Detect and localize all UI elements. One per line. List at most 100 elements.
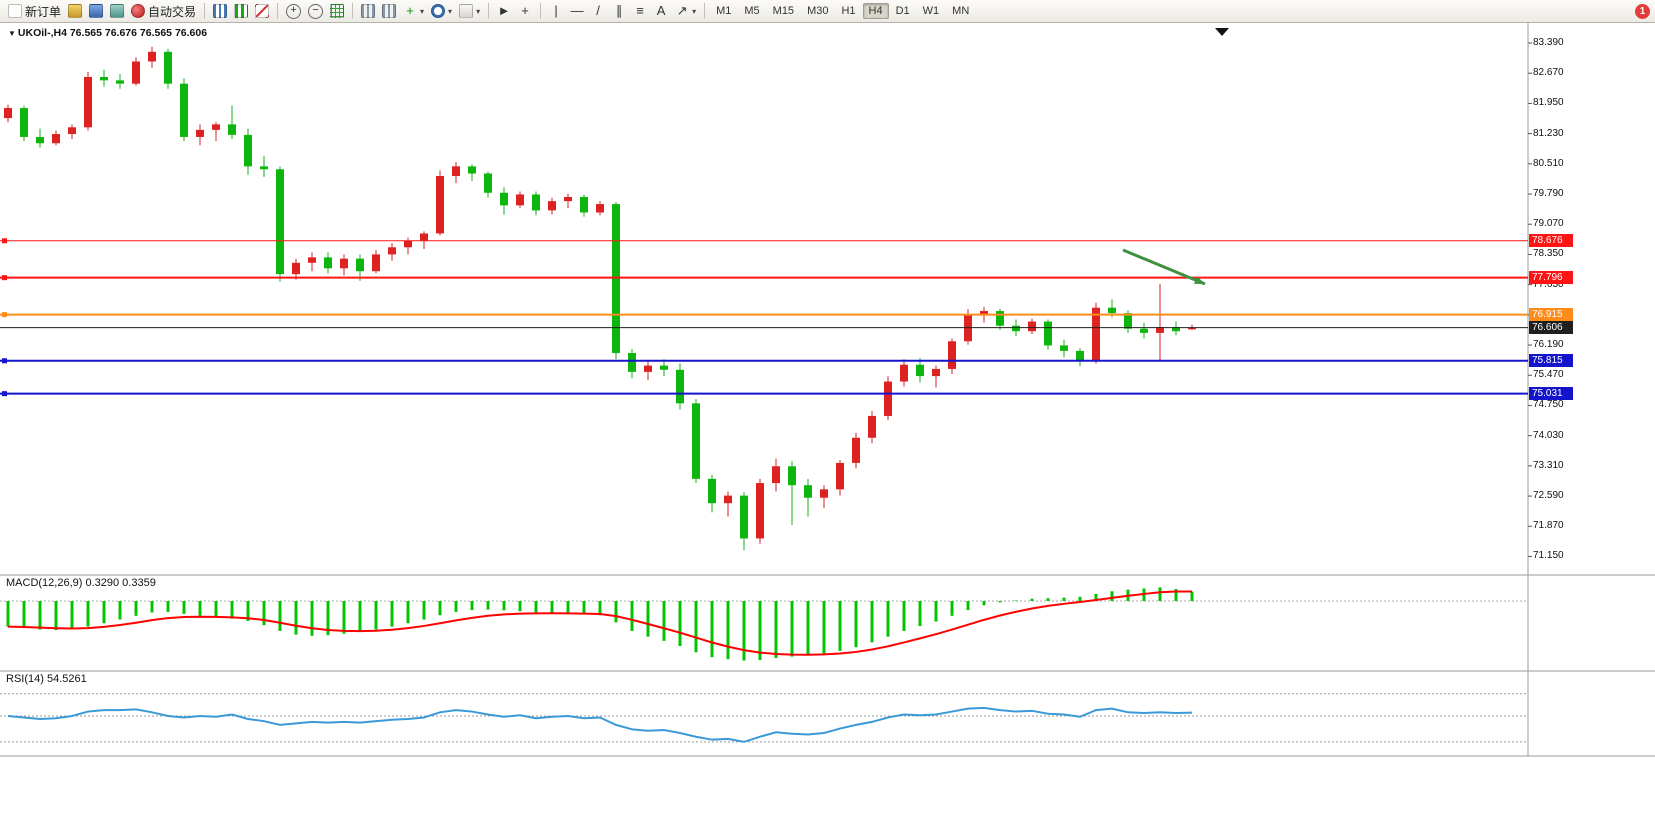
zoom-out-button[interactable]: − — [305, 3, 326, 20]
timeframe-m5[interactable]: M5 — [744, 5, 760, 17]
candle — [900, 359, 908, 387]
auto-scroll-button[interactable] — [358, 3, 378, 19]
timeframe-m1[interactable]: M1 — [716, 5, 732, 17]
new-order-button-label: 新订单 — [25, 4, 62, 19]
market-watch-icon — [89, 4, 104, 18]
candle — [996, 308, 1004, 330]
candle — [1124, 310, 1132, 333]
candle — [84, 71, 92, 131]
candle — [148, 46, 156, 68]
candle — [580, 194, 588, 217]
candle — [164, 48, 172, 89]
horizontal-line-button[interactable]: — — [567, 3, 587, 19]
vertical-line-button-icon: | — [554, 3, 558, 18]
add-indicator-button[interactable]: + ▾ — [400, 3, 427, 19]
timeframe-mn[interactable]: MN — [952, 5, 970, 17]
hline-anchor[interactable] — [2, 238, 7, 244]
charts-button[interactable] — [65, 3, 85, 19]
candle — [388, 243, 396, 261]
auto-trading-button[interactable]: 自动交易 — [128, 2, 199, 21]
candle — [692, 399, 700, 484]
candle — [852, 432, 860, 469]
dropdown-caret-icon: ▾ — [448, 6, 453, 16]
add-indicator-button-icon: + — [406, 3, 414, 18]
macd-histogram — [6, 587, 1194, 661]
auto-trading-button-label: 自动交易 — [148, 4, 197, 19]
auto-scroll-icon — [361, 4, 376, 18]
candle — [276, 166, 284, 282]
vertical-line-button[interactable]: | — [546, 3, 566, 19]
candle — [740, 492, 748, 551]
candle — [468, 164, 476, 182]
chart-shift-button[interactable] — [379, 3, 399, 19]
crosshair-button[interactable]: + — [515, 3, 535, 19]
candle — [500, 187, 508, 215]
new-order-button[interactable]: 新订单 — [5, 2, 64, 21]
hline-anchor[interactable] — [2, 358, 7, 364]
candle — [644, 361, 652, 381]
candle — [1076, 347, 1084, 367]
candle — [868, 410, 876, 444]
candlestick-chart-icon — [234, 4, 249, 18]
candle — [484, 171, 492, 198]
line-chart-button[interactable] — [252, 3, 272, 19]
trend-line-button[interactable]: / — [588, 3, 608, 19]
trend-line-button-icon: / — [596, 3, 600, 18]
timeframe-w1[interactable]: W1 — [922, 5, 940, 17]
candle — [1092, 302, 1100, 364]
candle — [68, 124, 76, 140]
template-button[interactable]: ▾ — [456, 3, 483, 19]
timeframe-d1[interactable]: D1 — [895, 5, 910, 17]
horizontal-line-button-icon: — — [570, 3, 584, 18]
line-chart-icon — [255, 4, 270, 18]
market-watch-button[interactable] — [86, 3, 106, 19]
candle — [820, 485, 828, 509]
candle — [532, 191, 540, 216]
hline-anchor[interactable] — [2, 391, 7, 397]
tile-windows-button[interactable] — [327, 3, 347, 19]
timeframe-m15[interactable]: M15 — [772, 5, 795, 17]
candle — [1140, 322, 1148, 339]
timeframe-h1[interactable]: H1 — [841, 5, 856, 17]
candle — [36, 128, 44, 148]
timeframe-m30[interactable]: M30 — [807, 5, 829, 17]
candle — [756, 478, 764, 544]
candle — [836, 459, 844, 496]
hline-anchor[interactable] — [2, 275, 7, 281]
candle — [52, 130, 60, 146]
text-label-button[interactable]: A — [651, 3, 671, 19]
cursor-button-icon: ► — [497, 3, 511, 18]
candle — [180, 78, 188, 142]
notification-badge[interactable]: 1 — [1635, 3, 1650, 19]
arrows-button[interactable]: ↗ ▾ — [672, 3, 699, 19]
chart-shift-marker[interactable] — [1215, 28, 1229, 36]
template-icon — [459, 4, 474, 18]
data-window-button[interactable] — [107, 3, 127, 19]
period-button[interactable]: ▾ — [428, 3, 455, 19]
candlestick-chart-button[interactable] — [231, 3, 251, 19]
candle — [948, 338, 956, 374]
toolbar-separator — [204, 3, 206, 19]
candle — [564, 193, 572, 209]
candle — [916, 358, 924, 383]
candlesticks — [4, 46, 1196, 551]
candle — [676, 363, 684, 410]
cursor-button[interactable]: ► — [494, 3, 514, 19]
hline-anchor[interactable] — [2, 312, 7, 318]
data-window-icon — [110, 4, 125, 18]
timeframe-h4[interactable]: H4 — [862, 3, 889, 19]
candle — [356, 254, 364, 281]
candle — [372, 250, 380, 274]
candle — [100, 69, 108, 87]
bar-chart-icon — [213, 4, 228, 18]
equidistant-channel-button[interactable]: ∥ — [609, 3, 629, 19]
text-label-button-icon: A — [656, 3, 666, 18]
fibonacci-button[interactable]: ≡ — [630, 3, 650, 19]
annotation-arrow[interactable] — [1122, 248, 1206, 286]
zoom-in-button[interactable]: + — [283, 3, 304, 20]
candle — [612, 201, 620, 360]
bar-chart-button[interactable] — [210, 3, 230, 19]
candle — [420, 231, 428, 249]
